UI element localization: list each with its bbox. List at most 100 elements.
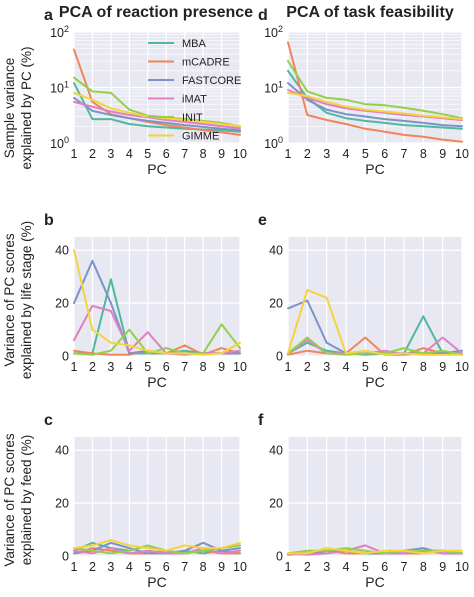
plot-area-f <box>288 437 462 556</box>
x-tick-label: 3 <box>107 560 114 574</box>
col-title-task-feasibility: PCA of task feasibility <box>286 4 454 21</box>
series-line-MBA <box>73 82 241 133</box>
x-tick-label: 9 <box>218 560 225 574</box>
series-line-mCADRE <box>287 336 463 356</box>
col-title-reaction-presence: PCA of reaction presence <box>59 4 253 21</box>
series-line-FASTCORE <box>73 541 241 555</box>
panel-letter: a <box>44 7 53 24</box>
y-tick-label: 100 <box>264 135 283 151</box>
y-tick-label: 0 <box>276 350 283 364</box>
ylabel-row1-line1: Sample variance <box>2 58 17 159</box>
x-tick-label: 1 <box>285 147 292 161</box>
x-tick-label: 9 <box>439 560 446 574</box>
x-tick-label: 4 <box>343 360 350 374</box>
x-tick-label: 2 <box>89 360 96 374</box>
x-tick-label: 5 <box>362 360 369 374</box>
series-line-GIMME <box>73 249 241 356</box>
x-axis-label: PC <box>147 374 166 390</box>
ylabel-row2-line2: explained by life stage (%) <box>19 221 34 379</box>
x-tick-label: 2 <box>89 560 96 574</box>
x-tick-label: 9 <box>218 360 225 374</box>
legend-label: INIT <box>182 112 203 124</box>
x-tick-label: 7 <box>181 147 188 161</box>
x-axis-label: PC <box>365 161 384 177</box>
x-tick-label: 8 <box>200 360 207 374</box>
legend-label: MBA <box>182 38 207 50</box>
series-line-mCADRE <box>287 41 463 143</box>
x-tick-label: 1 <box>71 147 78 161</box>
x-tick-label: 3 <box>107 147 114 161</box>
x-tick-label: 10 <box>455 147 469 161</box>
series-line-INIT <box>287 60 463 120</box>
x-tick-label: 8 <box>200 147 207 161</box>
panel-e: 1 2 3 4 5 6 7 8 9 10 PC 0 20 40 e <box>258 212 469 390</box>
x-tick-label: 2 <box>89 147 96 161</box>
x-tick-label: 1 <box>285 360 292 374</box>
y-tick-label: 40 <box>55 444 69 458</box>
x-tick-label: 9 <box>439 360 446 374</box>
panel-letter: d <box>258 7 268 24</box>
panel-c: 1 2 3 4 5 6 7 8 9 10 PC 0 20 40 c <box>44 412 247 590</box>
series-line-GIMME <box>73 539 241 552</box>
x-tick-label: 8 <box>200 560 207 574</box>
x-tick-label: 10 <box>233 560 247 574</box>
ylabel-row3-line2: explained by feed (%) <box>19 435 34 566</box>
legend-label: iMAT <box>182 94 207 106</box>
panel-b: 1 2 3 4 5 6 7 8 9 10 PC 0 20 40 b <box>44 212 247 390</box>
x-tick-label: 4 <box>126 560 133 574</box>
x-axis-label: PC <box>147 574 166 590</box>
x-tick-label: 3 <box>323 147 330 161</box>
x-tick-label: 3 <box>107 360 114 374</box>
x-tick-label: 9 <box>218 147 225 161</box>
series-line-mCADRE <box>73 48 241 136</box>
y-tick-label: 20 <box>269 297 283 311</box>
panel-letter: f <box>258 412 264 429</box>
x-tick-label: 7 <box>181 360 188 374</box>
y-tick-label: 101 <box>50 80 69 96</box>
legend: MBA mCADRE FASTCORE iMAT INIT GIMME <box>148 38 241 143</box>
x-tick-label: 5 <box>144 560 151 574</box>
panel-letter: c <box>44 412 53 429</box>
x-tick-label: 7 <box>401 147 408 161</box>
x-tick-label: 5 <box>144 360 151 374</box>
x-tick-label: 6 <box>381 147 388 161</box>
y-tick-label: 20 <box>55 497 69 511</box>
x-tick-label: 4 <box>343 147 350 161</box>
y-tick-label: 20 <box>269 497 283 511</box>
panel-letter: e <box>258 212 267 229</box>
plot-area-e <box>288 237 462 356</box>
y-tick-label: 0 <box>62 350 69 364</box>
y-tick-label: 0 <box>276 550 283 564</box>
plot-area-b <box>74 237 240 356</box>
series-line-GIMME <box>287 91 463 121</box>
x-tick-label: 7 <box>401 360 408 374</box>
y-tick-label: 102 <box>50 24 69 40</box>
x-axis-label: PC <box>147 161 166 177</box>
series-line-iMAT <box>73 547 241 555</box>
plot-area-c <box>74 437 240 556</box>
y-tick-label: 101 <box>264 80 283 96</box>
panel-letter: b <box>44 212 54 229</box>
x-tick-label: 2 <box>304 560 311 574</box>
x-tick-label: 9 <box>439 147 446 161</box>
legend-label: GIMME <box>182 131 219 143</box>
x-tick-label: 8 <box>420 360 427 374</box>
x-tick-label: 10 <box>455 360 469 374</box>
y-tick-label: 100 <box>50 135 69 151</box>
series-line-FASTCORE <box>287 82 463 128</box>
y-tick-label: 40 <box>55 244 69 258</box>
x-tick-label: 5 <box>362 147 369 161</box>
ylabel-row1-line2: explained by PC (%) <box>19 46 34 169</box>
y-tick-label: 0 <box>62 550 69 564</box>
x-tick-label: 1 <box>71 560 78 574</box>
x-tick-label: 6 <box>381 560 388 574</box>
series-line-FASTCORE <box>73 96 241 132</box>
x-tick-label: 2 <box>304 147 311 161</box>
x-tick-label: 7 <box>181 560 188 574</box>
panels: 1 2 3 4 5 6 7 8 9 10PC100101102aMBAmCADREFASTCORE… <box>44 7 469 590</box>
series-line-INIT <box>73 544 241 555</box>
x-tick-label: 4 <box>126 147 133 161</box>
y-tick-label: 40 <box>269 244 283 258</box>
